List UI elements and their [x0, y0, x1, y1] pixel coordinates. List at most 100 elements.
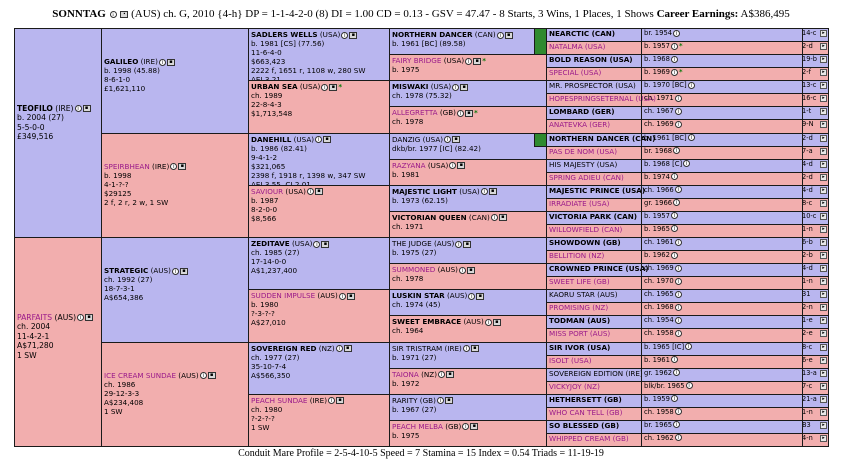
photo-icon[interactable]: ▪	[85, 314, 94, 321]
horse-name[interactable]: SUDDEN IMPULSE	[251, 291, 316, 301]
photo-icon[interactable]: ▪	[166, 58, 175, 66]
pedigree-cell-gen4-16[interactable]: PEACH MELBA (GB) i ▪ b. 1975	[389, 419, 547, 447]
horse-name[interactable]: VICTORIAN QUEEN	[392, 212, 467, 222]
pedigree-cell-gen5-19[interactable]: CROWNED PRINCE (USA) ch. 1969 i 4-d ▸	[546, 263, 829, 278]
horse-name[interactable]: RAZYANA	[392, 160, 426, 170]
horse-name[interactable]: PAS DE NOM (USA)	[549, 146, 617, 156]
arrow-right-icon[interactable]: ▸	[820, 212, 827, 220]
info-icon[interactable]: i	[449, 162, 457, 170]
horse-name[interactable]: SOVEREIGN RED	[251, 343, 317, 353]
pedigree-cell-gen5-32[interactable]: WHIPPED CREAM (GB) ch. 1962 i 4-n ▸	[546, 432, 829, 447]
pedigree-cell-gen2-2[interactable]: SPEIRBHEAN (IRE) i ▪ b. 1998 4-1-?-? $29125 2 …	[101, 132, 249, 238]
info-icon[interactable]: i	[674, 290, 682, 298]
horse-name[interactable]: NORTHERN DANCER	[392, 30, 473, 39]
info-icon[interactable]: i	[480, 188, 488, 196]
arrow-right-icon[interactable]: ▸	[820, 265, 827, 273]
pedigree-cell-gen4-11[interactable]: LUSKIN STAR (AUS) i ▪ ch. 1974 (45)	[389, 289, 547, 317]
pedigree-cell-gen1-2[interactable]: PARFAITS (AUS) i ▪ ch. 2004 11-4-2-1 A$71,280…	[14, 237, 102, 447]
arrow-right-icon[interactable]: ▸	[820, 147, 827, 155]
arrow-right-icon[interactable]: ▸	[820, 121, 827, 129]
info-icon[interactable]: i	[683, 160, 691, 168]
pedigree-cell-gen4-8[interactable]: VICTORIAN QUEEN (CAN) i ▪ ch. 1971	[389, 210, 547, 238]
info-icon[interactable]: i	[306, 188, 314, 196]
arrow-right-icon[interactable]: ▸	[820, 82, 827, 90]
pedigree-cell-gen4-15[interactable]: RARITY (GB) i ▪ b. 1967 (27)	[389, 393, 547, 421]
horse-name[interactable]: ALLEGRETTA	[392, 108, 438, 118]
arrow-right-icon[interactable]: ▸	[820, 291, 827, 299]
arrow-right-icon[interactable]: ▸	[820, 252, 827, 260]
photo-icon[interactable]: ▪	[492, 318, 501, 326]
pedigree-cell-gen5-17[interactable]: SHOWDOWN (GB) ch. 1961 i 6-b ▸	[546, 237, 829, 252]
horse-name[interactable]: GALILEO	[104, 57, 139, 67]
photo-icon[interactable]: ▪	[321, 240, 330, 248]
info-icon[interactable]: i	[674, 120, 682, 128]
horse-name[interactable]: VICTORIA PARK (CAN)	[549, 211, 637, 221]
info-icon[interactable]: i	[674, 277, 682, 285]
arrow-right-icon[interactable]: ▸	[820, 304, 827, 312]
pedigree-cell-gen5-14[interactable]: IRRADIATE (USA) gr. 1966 i 8-c ▸	[546, 197, 829, 212]
info-icon[interactable]: i	[171, 267, 179, 275]
info-icon[interactable]: i	[670, 212, 678, 220]
horse-name[interactable]: MISS PORT (AUS)	[549, 329, 611, 339]
arrow-right-icon[interactable]: ▸	[820, 408, 827, 416]
pedigree-cell-gen3-8[interactable]: PEACH SUNDAE (IRE) i ▪ ch. 1980 ?-2-?-? 1 SW	[248, 393, 390, 447]
photo-icon[interactable]: ▪	[470, 345, 479, 352]
info-icon[interactable]: i	[444, 136, 452, 143]
info-icon[interactable]: i	[673, 147, 681, 155]
info-icon[interactable]: i	[452, 83, 460, 91]
arrow-right-icon[interactable]: ▸	[820, 173, 827, 181]
horse-name[interactable]: WILLOWFIELD (CAN)	[549, 224, 623, 234]
pedigree-cell-gen5-29[interactable]: HETHERSETT (GB) b. 1959 i 21-a ▸	[546, 393, 829, 408]
arrow-right-icon[interactable]: ▸	[820, 343, 827, 351]
photo-icon[interactable]: ▪	[323, 136, 332, 143]
pedigree-cell-gen5-2[interactable]: NATALMA (USA) b. 1957 i * 2-d ▸	[546, 41, 829, 56]
info-icon[interactable]: i	[673, 29, 681, 37]
horse-name[interactable]: TAIONA	[392, 369, 419, 379]
horse-name[interactable]: SIR TRISTRAM	[392, 343, 443, 353]
pedigree-cell-gen4-2[interactable]: FAIRY BRIDGE (USA) i ▪ * b. 1975	[389, 54, 547, 82]
pedigree-cell-gen4-12[interactable]: SWEET EMBRACE (AUS) i ▪ ch. 1964	[389, 315, 547, 343]
pedigree-cell-gen2-3[interactable]: STRATEGIC (AUS) i ▪ ch. 1992 (27) 18-7-3-1 A$…	[101, 237, 249, 343]
arrow-right-icon[interactable]: ▸	[820, 225, 827, 233]
arrow-right-icon[interactable]: ▸	[820, 356, 827, 364]
arrow-right-icon[interactable]: ▸	[820, 369, 827, 377]
info-icon[interactable]: i	[670, 68, 678, 76]
horse-name[interactable]: CROWNED PRINCE (USA)	[549, 264, 649, 274]
pedigree-cell-gen3-5[interactable]: ZEDITAVE (USA) i ▪ ch. 1985 (27) 17-14-0-0 A$…	[248, 237, 390, 291]
horse-name[interactable]: SUMMONED	[392, 265, 436, 275]
info-icon[interactable]: i	[673, 369, 681, 377]
photo-icon[interactable]: ▪	[207, 372, 216, 380]
photo-icon[interactable]: ▪	[452, 136, 461, 143]
horse-name[interactable]: HIS MAJESTY (USA)	[549, 159, 618, 169]
info-icon[interactable]: i	[335, 345, 343, 352]
info-icon[interactable]: i	[74, 105, 82, 112]
pedigree-cell-gen3-4[interactable]: SAVIOUR (USA) i ▪ b. 1987 8-2-0-0 $8,566	[248, 184, 390, 238]
arrow-right-icon[interactable]: ▸	[820, 395, 827, 403]
horse-name[interactable]: ZEDITAVE	[251, 239, 290, 248]
horse-name[interactable]: NORTHERN DANCER (CAN)	[549, 133, 656, 143]
arrow-right-icon[interactable]: ▸	[820, 382, 827, 390]
info-icon[interactable]: i	[674, 329, 682, 337]
info-icon[interactable]: i	[674, 186, 682, 194]
info-icon[interactable]: i	[468, 292, 476, 300]
horse-name[interactable]: VICKYJOY (NZ)	[549, 381, 600, 391]
photo-icon[interactable]: ▪	[463, 240, 472, 248]
pedigree-cell-gen5-9[interactable]: NORTHERN DANCER (CAN) b. 1961 [BC] i 2-d ▸	[546, 132, 829, 147]
horse-name[interactable]: SIR IVOR (USA)	[549, 342, 611, 352]
horse-name[interactable]: SHOWDOWN (GB)	[549, 238, 621, 247]
pedigree-cell-gen5-5[interactable]: MR. PROSPECTOR (USA) b. 1970 [BC] i 13-c ▸	[546, 80, 829, 95]
horse-name[interactable]: HOPESPRINGSETERNAL (USA)	[549, 94, 656, 104]
horse-name[interactable]: WHO CAN TELL (GB)	[549, 407, 623, 417]
arrow-right-icon[interactable]: ▸	[820, 199, 827, 207]
horse-name[interactable]: BOLD REASON (USA)	[549, 55, 633, 65]
info-icon[interactable]: i	[321, 83, 329, 91]
info-icon[interactable]: i	[670, 356, 678, 364]
arrow-right-icon[interactable]: ▸	[820, 186, 827, 194]
arrow-right-icon[interactable]: ▸	[820, 160, 827, 168]
pedigree-cell-gen5-13[interactable]: MAJESTIC PRINCE (USA) ch. 1966 i 4-d ▸	[546, 184, 829, 199]
pedigree-cell-gen5-22[interactable]: PROMISING (NZ) ch. 1968 i 2-n ▸	[546, 302, 829, 317]
info-icon[interactable]: i	[674, 434, 682, 442]
info-icon[interactable]: i	[490, 214, 498, 222]
horse-name[interactable]: DANEHILL	[251, 134, 292, 144]
pedigree-cell-gen5-26[interactable]: ISOLT (USA) b. 1961 i 6-e ▸	[546, 354, 829, 369]
